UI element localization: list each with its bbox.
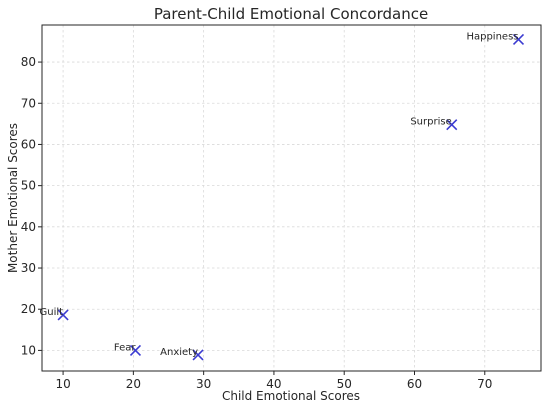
y-axis: 10 20 30 40 50 60 70 80 bbox=[21, 55, 42, 357]
x-axis: 10 20 30 40 50 60 70 bbox=[55, 371, 492, 391]
x-tick-label: 30 bbox=[196, 377, 211, 391]
x-axis-label: Child Emotional Scores bbox=[222, 389, 360, 403]
x-tick-label: 60 bbox=[407, 377, 422, 391]
data-point-happiness bbox=[512, 33, 525, 45]
x-tick-label: 70 bbox=[477, 377, 492, 391]
y-tick-label: 50 bbox=[21, 179, 36, 193]
plot-frame bbox=[41, 24, 542, 372]
x-tick-label: 50 bbox=[337, 377, 352, 391]
y-tick-label: 40 bbox=[21, 220, 36, 234]
data-point-fear bbox=[129, 344, 142, 356]
y-axis-label: Mother Emotional Scores bbox=[6, 123, 20, 273]
point-label-surprise: Surprise bbox=[410, 117, 451, 128]
point-label-happiness: Happiness bbox=[466, 31, 518, 42]
y-tick-label: 20 bbox=[21, 302, 36, 316]
point-label-anxiety: Anxiety bbox=[160, 347, 198, 358]
y-tick-label: 80 bbox=[21, 55, 36, 69]
y-tick-label: 30 bbox=[21, 261, 36, 275]
point-label-fear: Fear bbox=[114, 342, 136, 353]
chart-title: Parent-Child Emotional Concordance bbox=[154, 5, 428, 23]
y-tick-label: 70 bbox=[21, 96, 36, 110]
data-point-guilt bbox=[57, 309, 69, 321]
x-tick-label: 20 bbox=[126, 377, 141, 391]
y-tick-label: 10 bbox=[21, 343, 36, 357]
data-point-anxiety bbox=[192, 349, 204, 361]
x-tick-label: 10 bbox=[55, 377, 70, 391]
y-tick-label: 60 bbox=[21, 137, 36, 151]
x-tick-label: 40 bbox=[266, 377, 281, 391]
point-label-guilt: Guilt bbox=[40, 307, 64, 318]
data-point-surprise bbox=[446, 119, 458, 131]
grid bbox=[42, 25, 541, 371]
data-points: Happiness Surprise Guilt Fear Anxiety bbox=[40, 31, 525, 361]
